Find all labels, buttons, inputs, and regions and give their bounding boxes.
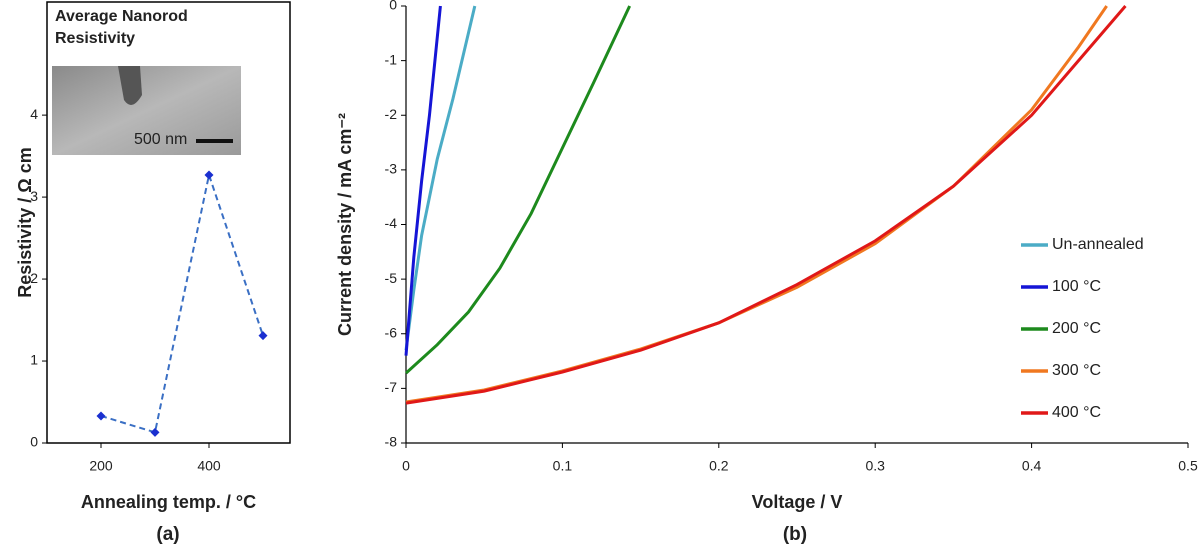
- x-tick-label: 0: [402, 458, 410, 474]
- panel-label: (b): [783, 524, 807, 545]
- data-line: [405, 5, 1108, 404]
- data-point: [96, 411, 106, 421]
- plot-frame: [46, 1, 291, 444]
- data-line: [405, 5, 1127, 405]
- y-tick-label: -7: [385, 379, 398, 395]
- x-tick-label: 0.2: [709, 458, 729, 474]
- y-tick-label: 0: [389, 0, 397, 13]
- legend-label: Un-annealed: [1052, 236, 1144, 253]
- data-point: [258, 331, 268, 341]
- y-tick-label: 3: [30, 188, 38, 204]
- inset-tip: [118, 66, 142, 105]
- x-tick-label: 200: [89, 458, 113, 474]
- panel-label: (a): [156, 524, 179, 545]
- inset-label: 500 nm: [134, 131, 187, 148]
- y-tick-label: -5: [385, 270, 398, 286]
- legend-label: 300 °C: [1052, 362, 1101, 379]
- x-tick-label: 0.3: [865, 458, 885, 474]
- y-tick-label: 0: [30, 434, 38, 450]
- chart-title: Average Nanorod Resistivity: [55, 8, 188, 47]
- x-tick-label: 0.1: [553, 458, 573, 474]
- x-axis-title: Annealing temp. / °C: [81, 492, 256, 512]
- legend-label: 200 °C: [1052, 320, 1101, 337]
- y-tick-label: -6: [385, 324, 398, 340]
- x-tick-label: 0.4: [1022, 458, 1042, 474]
- data-point: [150, 427, 160, 437]
- y-axis-title: Current density / mA cm⁻²: [335, 113, 355, 336]
- x-tick-label: 0.5: [1178, 458, 1198, 474]
- data-point: [204, 170, 214, 180]
- y-axis-title: Resistivity / Ω cm: [15, 147, 35, 298]
- y-tick-label: -3: [385, 161, 398, 177]
- y-tick-label: 2: [30, 270, 38, 286]
- y-tick-label: -4: [385, 215, 398, 231]
- data-line: [404, 5, 632, 375]
- y-tick-label: 4: [30, 106, 38, 122]
- data-line: [404, 5, 442, 356]
- legend-label: 100 °C: [1052, 278, 1101, 295]
- data-line: [100, 171, 264, 434]
- y-tick-label: -8: [385, 434, 398, 450]
- scale-bar: [196, 139, 233, 143]
- data-line: [404, 5, 477, 351]
- x-axis-title: Voltage / V: [752, 492, 843, 512]
- x-tick-label: 400: [197, 458, 221, 474]
- y-tick-label: 1: [30, 352, 38, 368]
- y-tick-label: -1: [385, 51, 398, 67]
- legend-label: 400 °C: [1052, 404, 1101, 421]
- y-tick-label: -2: [385, 106, 398, 122]
